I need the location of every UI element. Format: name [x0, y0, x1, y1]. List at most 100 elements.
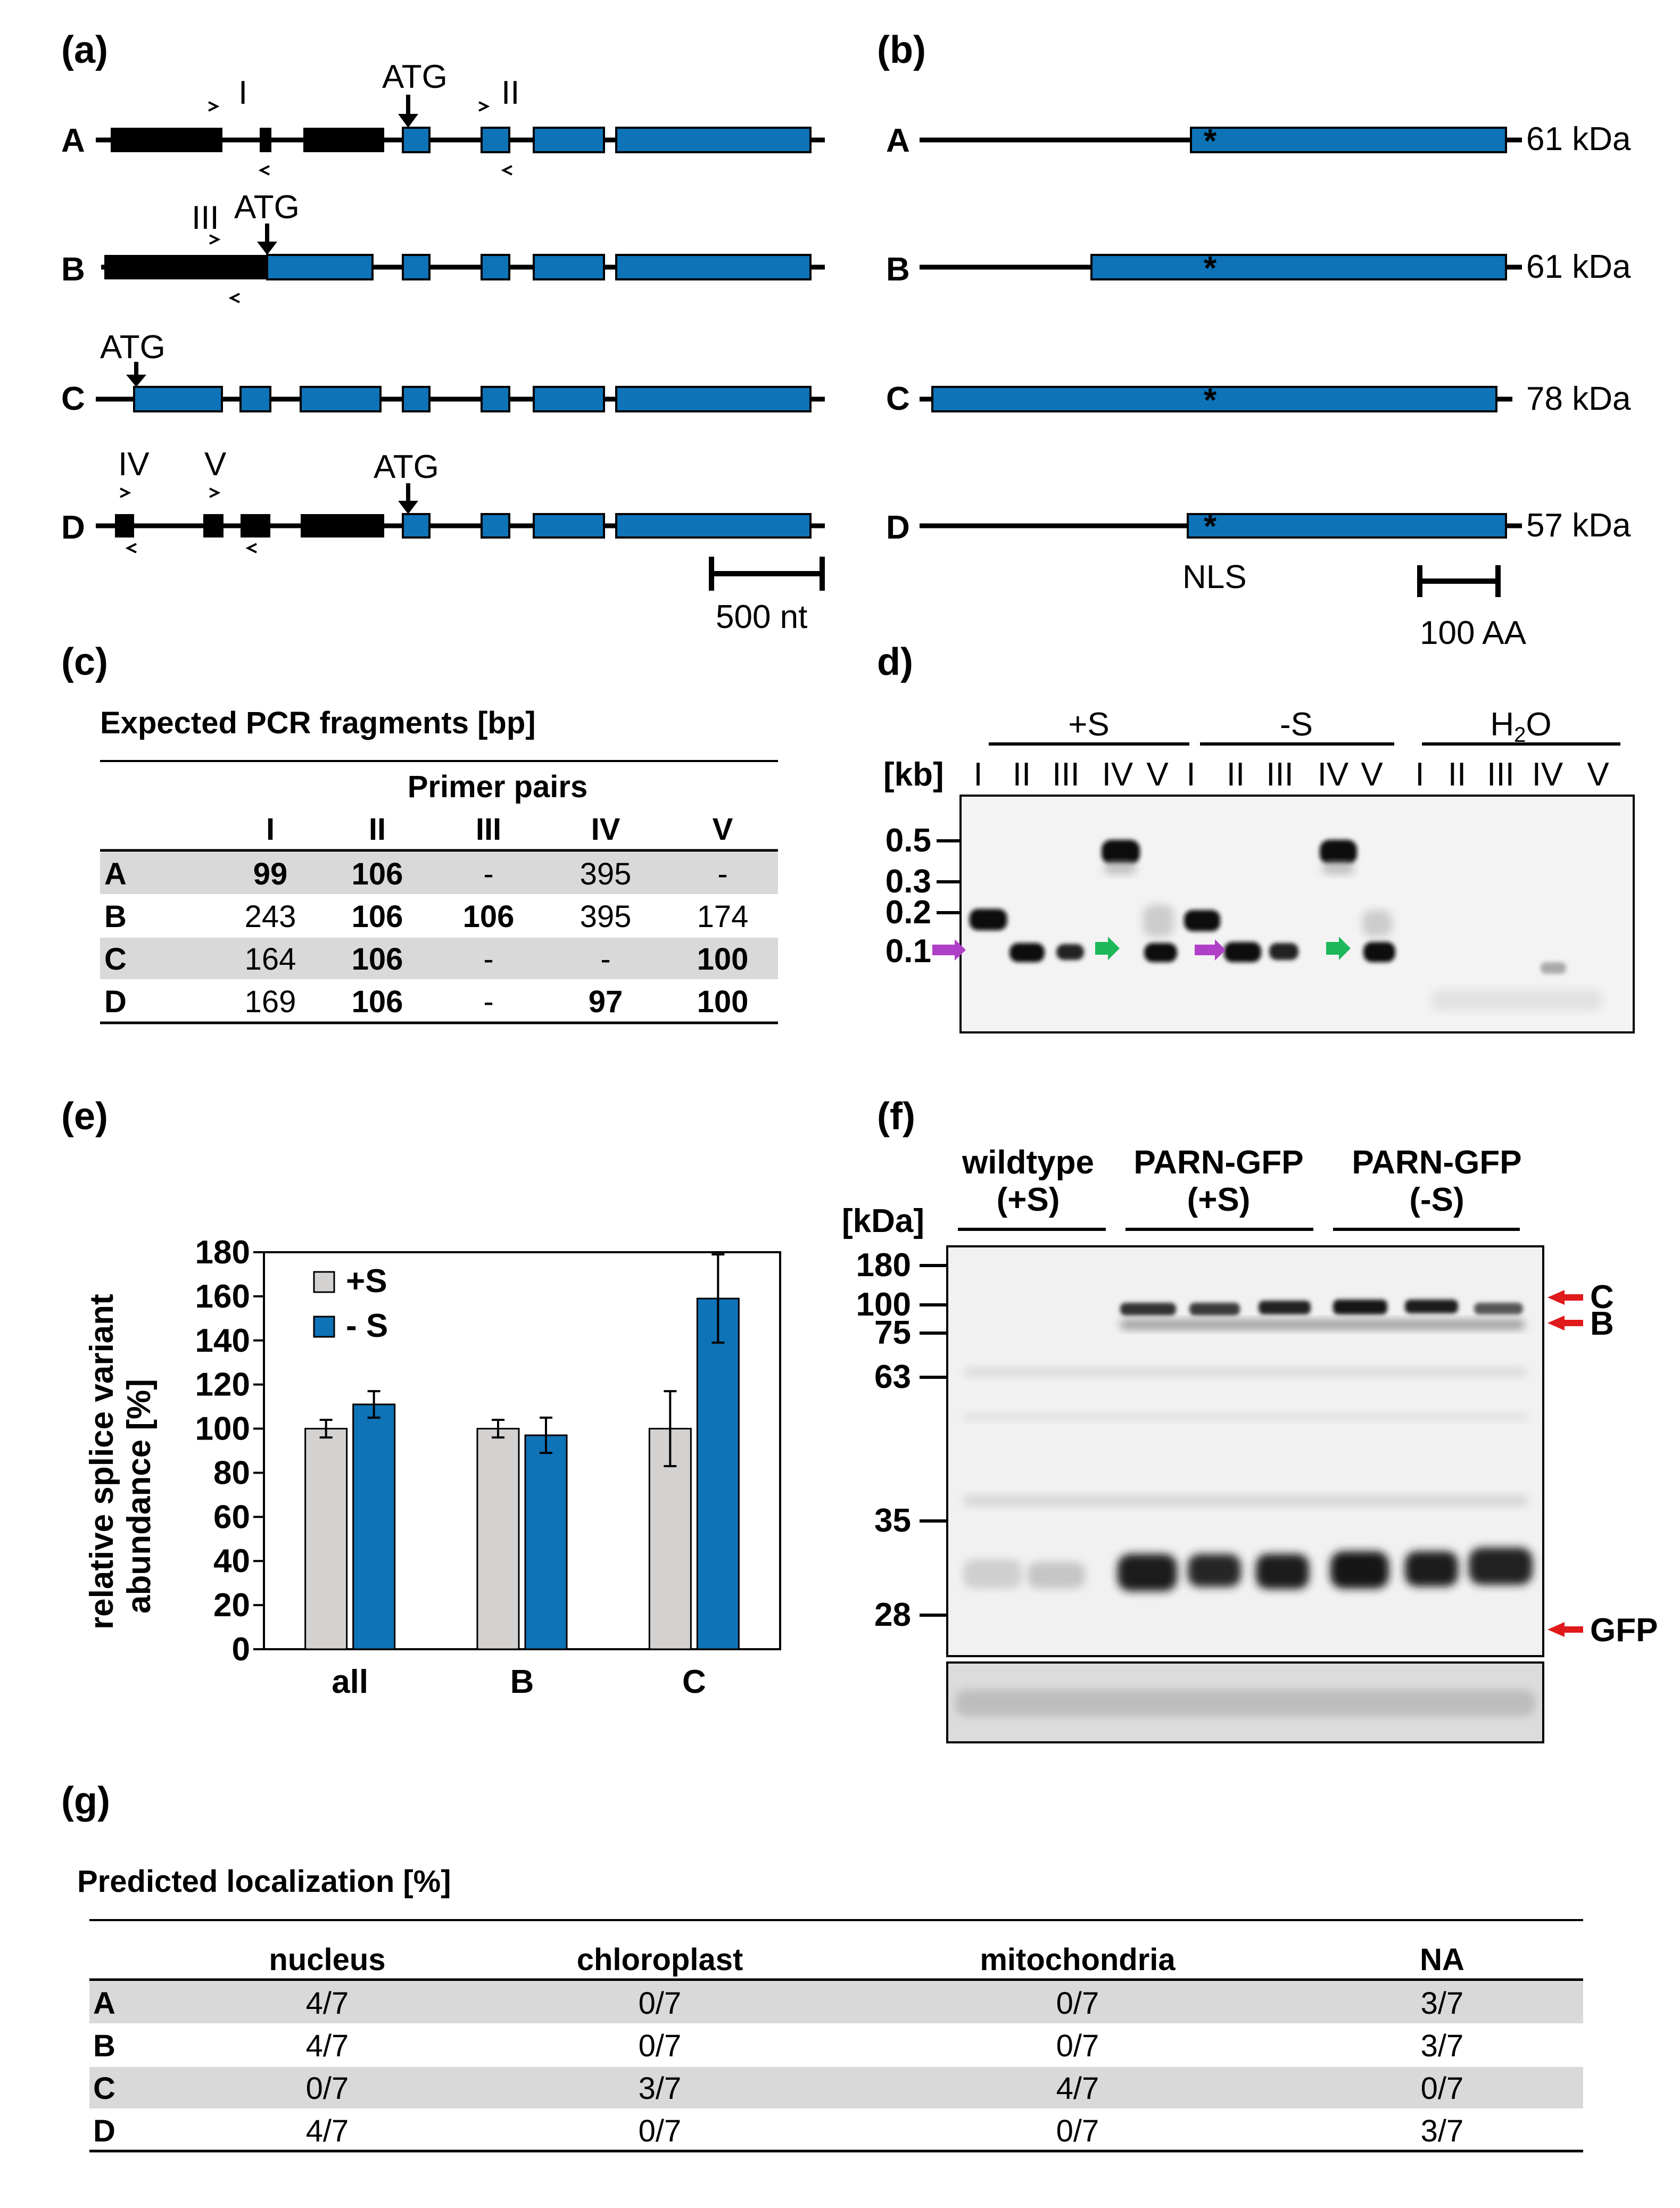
green-arrow-icon [1095, 937, 1120, 960]
y-tick-label: 60 [213, 1499, 250, 1535]
table-cell: - [600, 942, 610, 977]
primer-label: V [204, 446, 227, 483]
panel-e: (e) relative splice variant abundance [%… [61, 1095, 781, 1700]
gel-unit: [kb] [883, 756, 944, 793]
table-cell: 169 [245, 985, 296, 1019]
table-cell: 0/7 [1056, 2114, 1099, 2148]
gel-bands [969, 840, 1602, 1011]
gel-lane-label: V [1587, 756, 1609, 793]
panel-g-label: (g) [61, 1780, 110, 1822]
table-cell: 0/7 [639, 1986, 682, 2021]
gene-row-c: C ATG [61, 329, 825, 417]
table-col-header: V [713, 812, 733, 847]
table-cell: 106 [352, 942, 403, 977]
nls-marker: * [1204, 123, 1217, 160]
atg-label: ATG [374, 449, 439, 485]
blot-marker-label: 180 [856, 1247, 911, 1284]
gel-lane-label: II [1448, 756, 1466, 793]
y-axis-label: relative splice variant abundance [%] [84, 1294, 158, 1630]
red-arrow-icon [1547, 1290, 1583, 1305]
table-cell: 0/7 [306, 2071, 349, 2106]
blot-group-label: PARN-GFP [1352, 1144, 1521, 1181]
table-cell: 106 [352, 985, 403, 1019]
nls-marker: * [1204, 382, 1217, 419]
gene-row-b: B ATG III [61, 189, 825, 303]
table-row-label: D [104, 985, 127, 1019]
panel-b-label: (b) [877, 29, 926, 71]
table-cell: 0/7 [1056, 1986, 1099, 2021]
table-col-header: III [476, 812, 501, 847]
y-tick-label: 100 [195, 1411, 250, 1448]
primer-label: I [238, 75, 247, 111]
protein-row-d: D * 57 kDa [886, 507, 1631, 546]
band-label: GFP [1590, 1612, 1658, 1649]
band-label: B [1590, 1305, 1614, 1342]
table-cell: 97 [589, 985, 623, 1019]
nls-marker: * [1204, 250, 1217, 287]
blot-band-arrows: C B GFP [1547, 1279, 1658, 1649]
chart-legend: +S - S [313, 1263, 388, 1344]
atg-label: ATG [382, 59, 448, 95]
table-cell: 106 [463, 899, 515, 934]
gene-row-label: A [61, 122, 85, 159]
magenta-arrow-icon [932, 939, 966, 961]
kda-label: 61 kDa [1526, 249, 1631, 285]
blot-marker-label: 63 [874, 1359, 911, 1395]
y-tick-label: 0 [232, 1631, 250, 1668]
gel-lane-label: II [1013, 756, 1031, 793]
legend-label: +S [346, 1263, 387, 1300]
table-cell: - [717, 857, 727, 891]
protein-row-label: D [886, 509, 910, 546]
gel-lane-labels: I II III IV V I II III IV V I II III IV V [973, 756, 1609, 793]
legend-swatch-plus-s [313, 1271, 335, 1293]
svg-text:relative splice variant: relative splice variant [84, 1294, 120, 1630]
blot-marker-label: 75 [874, 1314, 911, 1351]
panel-c: (c) Expected PCR fragments [bp] Primer p… [61, 641, 778, 1024]
y-tick-label: 20 [213, 1587, 250, 1624]
table-title: Predicted localization [%] [77, 1864, 451, 1899]
blot-marker-label: 100 [856, 1286, 911, 1323]
table-row-label: C [104, 942, 127, 977]
table-row-label: C [93, 2071, 115, 2106]
y-tick-label: 140 [195, 1322, 250, 1359]
red-arrow-icon [1547, 1622, 1583, 1637]
gel-lane-label: III [1487, 756, 1515, 793]
panel-f-label: (f) [877, 1095, 915, 1138]
scale-bar-label: 100 AA [1420, 615, 1527, 651]
gel-lane-label: I [1186, 756, 1195, 793]
gene-row-label: B [61, 251, 85, 288]
panel-a: (a) A ATG I II B [61, 29, 825, 635]
gel-marker-label: 0.3 [885, 863, 931, 900]
svg-text:abundance [%]: abundance [%] [121, 1379, 158, 1614]
panel-b: (b) A * 61 kDa B * 61 kDa C * 78 kDa D * [877, 29, 1631, 651]
y-tick-label: 180 [195, 1234, 250, 1271]
blot-marker-label: 35 [874, 1502, 911, 1539]
panel-e-label: (e) [61, 1095, 108, 1138]
table-cell: - [483, 985, 493, 1019]
bar [524, 1434, 568, 1650]
scale-bar-label: 500 nt [716, 599, 807, 635]
gel-marker-label: 0.1 [885, 933, 931, 970]
table-cell: 4/7 [1056, 2071, 1099, 2106]
table-cell: 0/7 [1421, 2071, 1464, 2106]
table-cell: 4/7 [306, 2114, 349, 2148]
gel-group-label: -S [1280, 706, 1313, 743]
panel-f: (f) wildtype (+S) PARN-GFP (+S) PARN-GFP… [842, 1095, 1658, 1743]
table-cell: 395 [580, 857, 632, 891]
blot-group-label: (-S) [1409, 1181, 1464, 1218]
primer-label: IV [118, 446, 150, 483]
gene-row-d: D ATG IV V [61, 446, 825, 553]
gel-lane-label: IV [1532, 756, 1563, 793]
x-tick-label: all [332, 1664, 368, 1700]
protein-row-c: C * 78 kDa [886, 381, 1631, 419]
table-row-label: A [104, 857, 127, 891]
table-cell: 0/7 [1056, 2029, 1099, 2063]
bar [304, 1428, 348, 1650]
gel-lane-label: III [1266, 756, 1294, 793]
table-cell: 99 [253, 857, 288, 891]
panel-a-label: (a) [61, 29, 108, 71]
scale-bar-aa: 100 AA [1417, 565, 1527, 651]
protein-row-label: C [886, 381, 910, 417]
